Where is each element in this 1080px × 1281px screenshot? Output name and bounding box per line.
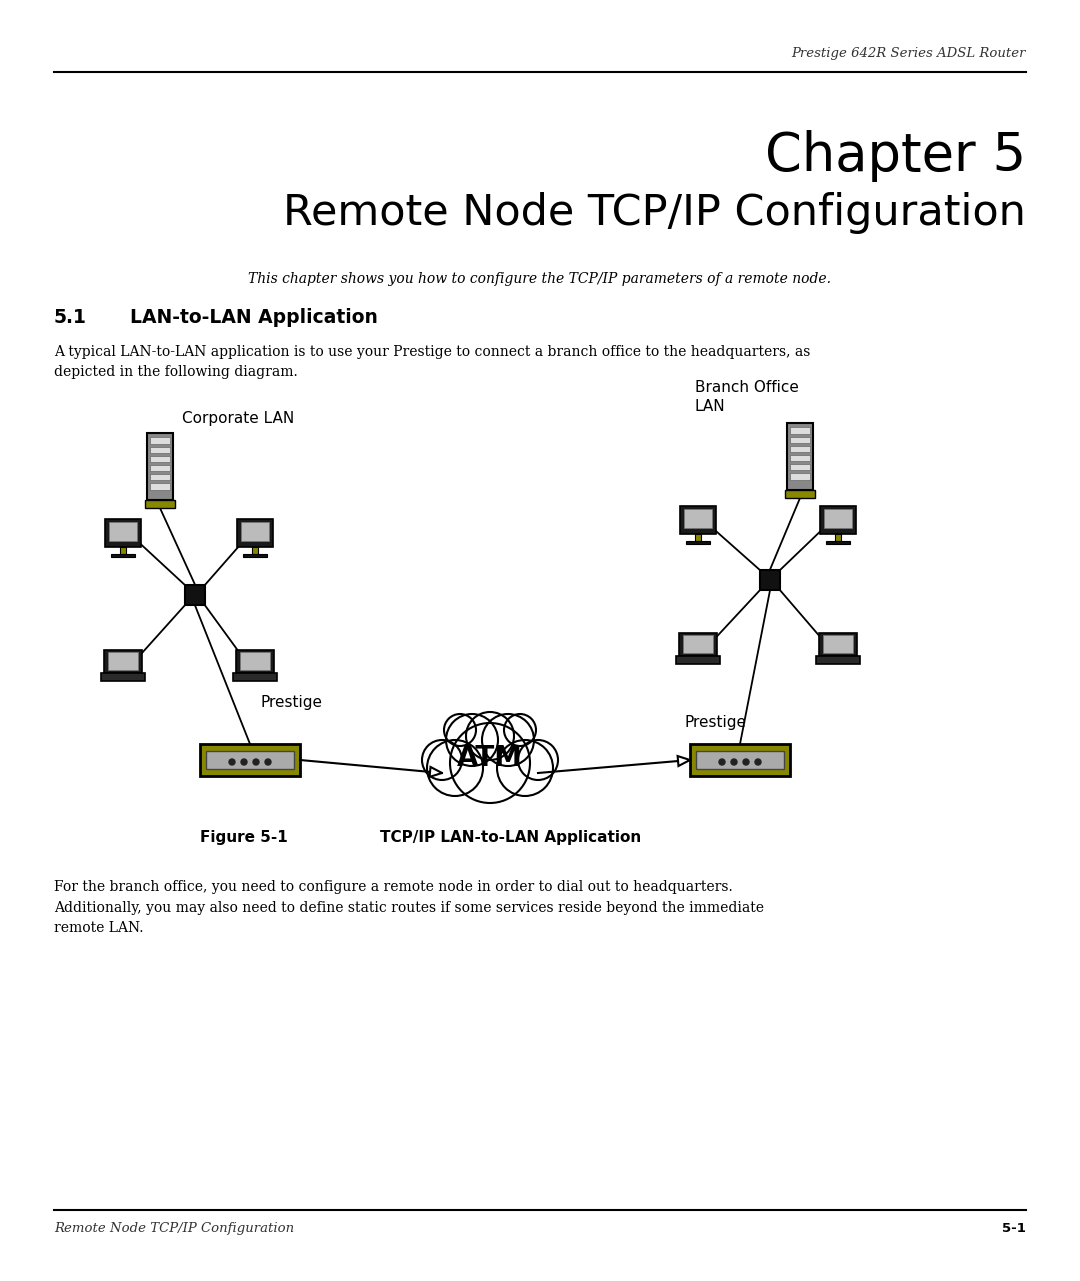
FancyBboxPatch shape — [105, 519, 140, 547]
FancyBboxPatch shape — [120, 547, 126, 555]
FancyBboxPatch shape — [150, 447, 171, 452]
Circle shape — [731, 760, 737, 765]
Circle shape — [427, 740, 483, 796]
FancyBboxPatch shape — [150, 456, 171, 462]
Circle shape — [755, 760, 761, 765]
FancyBboxPatch shape — [826, 542, 850, 544]
FancyBboxPatch shape — [679, 633, 717, 656]
Circle shape — [743, 760, 750, 765]
FancyBboxPatch shape — [150, 483, 171, 489]
FancyBboxPatch shape — [820, 506, 855, 534]
Text: ATM: ATM — [457, 744, 523, 772]
FancyBboxPatch shape — [789, 428, 810, 434]
Text: Prestige: Prestige — [685, 715, 747, 730]
FancyBboxPatch shape — [200, 744, 300, 776]
FancyBboxPatch shape — [109, 521, 137, 541]
FancyBboxPatch shape — [676, 656, 720, 665]
FancyBboxPatch shape — [108, 652, 138, 670]
FancyBboxPatch shape — [696, 751, 784, 769]
Text: 5-1: 5-1 — [1002, 1222, 1026, 1235]
Text: This chapter shows you how to configure the TCP/IP parameters of a remote node.: This chapter shows you how to configure … — [248, 272, 832, 286]
Circle shape — [719, 760, 725, 765]
Text: Remote Node TCP/IP Configuration: Remote Node TCP/IP Configuration — [54, 1222, 294, 1235]
FancyBboxPatch shape — [147, 433, 173, 500]
FancyBboxPatch shape — [690, 744, 789, 776]
Circle shape — [446, 714, 498, 766]
FancyBboxPatch shape — [243, 555, 267, 557]
Circle shape — [241, 760, 247, 765]
FancyBboxPatch shape — [759, 570, 781, 591]
FancyBboxPatch shape — [104, 649, 141, 673]
FancyBboxPatch shape — [789, 473, 810, 479]
FancyBboxPatch shape — [237, 649, 274, 673]
Text: 5.1: 5.1 — [54, 307, 86, 327]
FancyBboxPatch shape — [241, 521, 269, 541]
FancyBboxPatch shape — [683, 635, 714, 652]
Circle shape — [450, 722, 530, 803]
Circle shape — [518, 740, 558, 780]
FancyBboxPatch shape — [150, 437, 171, 443]
FancyBboxPatch shape — [111, 555, 135, 557]
Circle shape — [422, 740, 462, 780]
Text: Corporate LAN: Corporate LAN — [183, 411, 294, 427]
Text: TCP/IP LAN-to-LAN Application: TCP/IP LAN-to-LAN Application — [380, 830, 642, 845]
Circle shape — [265, 760, 271, 765]
FancyBboxPatch shape — [150, 465, 171, 471]
Polygon shape — [677, 756, 690, 766]
Circle shape — [465, 712, 514, 760]
FancyBboxPatch shape — [789, 446, 810, 452]
Text: LAN-to-LAN Application: LAN-to-LAN Application — [130, 307, 378, 327]
FancyBboxPatch shape — [785, 491, 814, 498]
FancyBboxPatch shape — [185, 584, 205, 606]
FancyBboxPatch shape — [684, 509, 712, 528]
FancyBboxPatch shape — [100, 673, 145, 681]
FancyBboxPatch shape — [819, 633, 856, 656]
Text: Prestige: Prestige — [260, 696, 322, 710]
FancyBboxPatch shape — [233, 673, 278, 681]
FancyBboxPatch shape — [823, 635, 853, 652]
FancyBboxPatch shape — [824, 509, 852, 528]
Text: A typical LAN-to-LAN application is to use your Prestige to connect a branch off: A typical LAN-to-LAN application is to u… — [54, 345, 810, 379]
FancyBboxPatch shape — [146, 500, 175, 509]
FancyBboxPatch shape — [789, 437, 810, 443]
FancyBboxPatch shape — [680, 506, 716, 534]
Text: For the branch office, you need to configure a remote node in order to dial out : For the branch office, you need to confi… — [54, 880, 764, 935]
Polygon shape — [430, 767, 442, 776]
Circle shape — [482, 714, 534, 766]
Circle shape — [229, 760, 235, 765]
Text: Chapter 5: Chapter 5 — [765, 129, 1026, 182]
Text: Prestige 642R Series ADSL Router: Prestige 642R Series ADSL Router — [792, 47, 1026, 60]
FancyBboxPatch shape — [252, 547, 258, 555]
Circle shape — [504, 714, 536, 746]
Text: Branch Office
LAN: Branch Office LAN — [696, 380, 799, 414]
Circle shape — [253, 760, 259, 765]
FancyBboxPatch shape — [150, 474, 171, 480]
FancyBboxPatch shape — [240, 652, 270, 670]
FancyBboxPatch shape — [238, 519, 273, 547]
FancyBboxPatch shape — [835, 534, 841, 542]
FancyBboxPatch shape — [687, 542, 710, 544]
Circle shape — [444, 714, 476, 746]
FancyBboxPatch shape — [816, 656, 860, 665]
FancyBboxPatch shape — [694, 534, 701, 542]
Text: Figure 5-1: Figure 5-1 — [200, 830, 287, 845]
FancyBboxPatch shape — [789, 464, 810, 470]
FancyBboxPatch shape — [789, 455, 810, 461]
Circle shape — [497, 740, 553, 796]
Text: Remote Node TCP/IP Configuration: Remote Node TCP/IP Configuration — [283, 192, 1026, 234]
FancyBboxPatch shape — [206, 751, 294, 769]
FancyBboxPatch shape — [787, 423, 812, 491]
